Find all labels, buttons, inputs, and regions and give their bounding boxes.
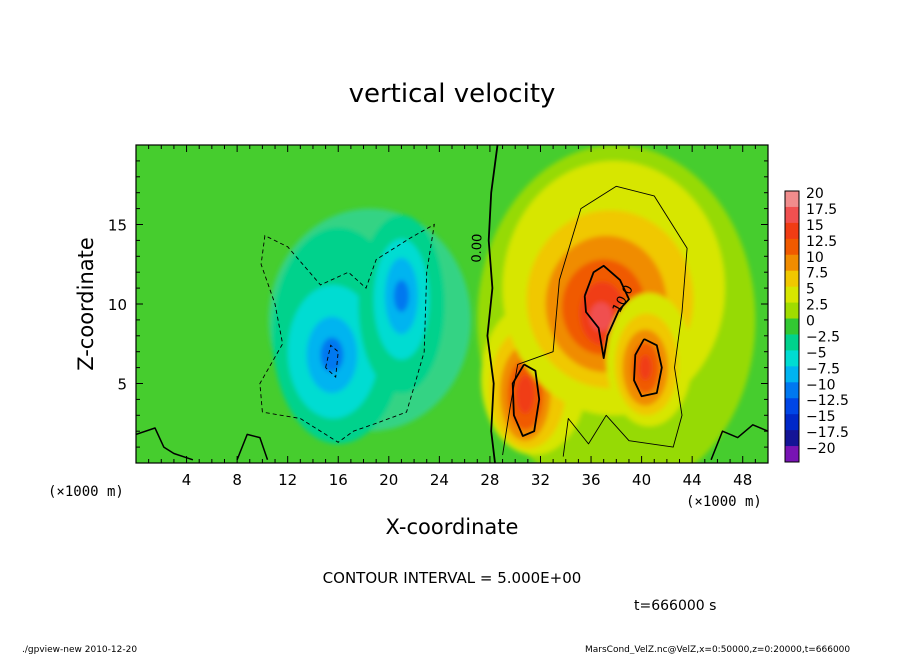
- x-axis-label: X-coordinate: [386, 515, 519, 539]
- x-unit-label-right: (×1000 m): [686, 494, 762, 510]
- colorbar-swatch: [785, 366, 799, 383]
- contour-interval-label: CONTOUR INTERVAL = 5.000E+00: [323, 569, 582, 587]
- colorbar-swatch: [785, 302, 799, 320]
- colorbar-label: 17.5: [806, 202, 837, 218]
- contour-5: [502, 185, 688, 457]
- contour-neg-left: [259, 223, 435, 443]
- footer-left: ./gpview-new 2010-12-20: [22, 645, 137, 654]
- x-tick-label: 16: [329, 471, 348, 489]
- contour-10: [583, 264, 630, 359]
- colorbar-label: 15: [806, 218, 824, 234]
- y-tick-label: 10: [108, 296, 127, 314]
- colorbar-swatch: [785, 446, 799, 463]
- zero-contour: [486, 145, 499, 463]
- colorbar-swatch: [785, 398, 799, 415]
- x-tick-label: 4: [182, 471, 192, 489]
- colorbar-label: −7.5: [806, 361, 840, 377]
- updraft-left-core: [516, 375, 535, 414]
- colorbar-swatch: [785, 382, 799, 399]
- colorbar-label: −12.5: [806, 393, 849, 409]
- x-unit-label: (×1000 m): [48, 484, 124, 500]
- downdraft-left: [320, 337, 344, 373]
- colorbar-label: 2.5: [806, 298, 828, 314]
- contour-label-zero: 0.00: [470, 233, 486, 262]
- updraft-central-core: [589, 302, 613, 332]
- colorbar-swatch: [785, 238, 799, 256]
- colorbar-label: −17.5: [806, 425, 849, 441]
- colorbar-frame: [784, 190, 800, 463]
- colorbar-label: −10: [806, 377, 836, 393]
- colorbar-swatch: [785, 430, 799, 447]
- x-tick-label: 28: [480, 471, 499, 489]
- contour-bottom-left: [136, 427, 194, 461]
- x-tick-label: 40: [632, 471, 651, 489]
- contour-10-left: [511, 363, 541, 437]
- x-tick-label: 48: [733, 471, 752, 489]
- colorbar-swatch: [785, 254, 799, 272]
- x-tick-label: 36: [581, 471, 600, 489]
- colorbar-swatch: [785, 191, 799, 208]
- contour-bottom-mid: [236, 433, 269, 461]
- y-axis-label: Z-coordinate: [74, 237, 98, 371]
- chart-title: vertical velocity: [349, 79, 556, 109]
- x-tick-label: 44: [683, 471, 702, 489]
- colorbar-label: 5: [806, 282, 815, 298]
- x-tick-label: 12: [278, 471, 297, 489]
- colorbar-label: 7.5: [806, 266, 828, 282]
- colorbar: 2017.51512.5107.552.50−2.5−5−7.5−10−12.5…: [784, 186, 849, 463]
- contour-bottom-right: [710, 424, 768, 461]
- colorbar-label: −20: [806, 441, 836, 457]
- footer-right: MarsCond_VelZ.nc@VelZ,x=0:50000,z=0:2000…: [585, 645, 850, 654]
- updraft-right-core: [639, 354, 652, 381]
- time-label: t=666000 s: [634, 598, 716, 614]
- colorbar-swatch: [785, 334, 799, 351]
- colorbar-label: 0: [806, 314, 815, 330]
- downdraft-right: [393, 280, 410, 312]
- colorbar-label: 10: [806, 250, 824, 266]
- x-tick-label: 32: [531, 471, 550, 489]
- colorbar-swatch: [785, 350, 799, 367]
- x-tick-label: 24: [430, 471, 449, 489]
- colorbar-swatch: [785, 286, 799, 304]
- colorbar-swatch: [785, 206, 799, 224]
- y-tick-label: 5: [117, 376, 127, 394]
- colorbar-swatch: [785, 414, 799, 431]
- colorbar-label: 20: [806, 186, 824, 202]
- colorbar-swatch: [785, 222, 799, 240]
- y-tick-label: 15: [108, 217, 127, 235]
- x-tick-label: 8: [232, 471, 242, 489]
- colorbar-swatch: [785, 318, 799, 335]
- plot-area: [136, 145, 768, 463]
- colorbar-swatch: [785, 270, 799, 288]
- contour-10-right: [633, 338, 663, 398]
- x-tick-label: 20: [379, 471, 398, 489]
- contour-neg-core: [325, 344, 339, 379]
- colorbar-label: −5: [806, 345, 827, 361]
- colorbar-label: −15: [806, 409, 836, 425]
- colorbar-label: −2.5: [806, 329, 840, 345]
- colorbar-label: 12.5: [806, 234, 837, 250]
